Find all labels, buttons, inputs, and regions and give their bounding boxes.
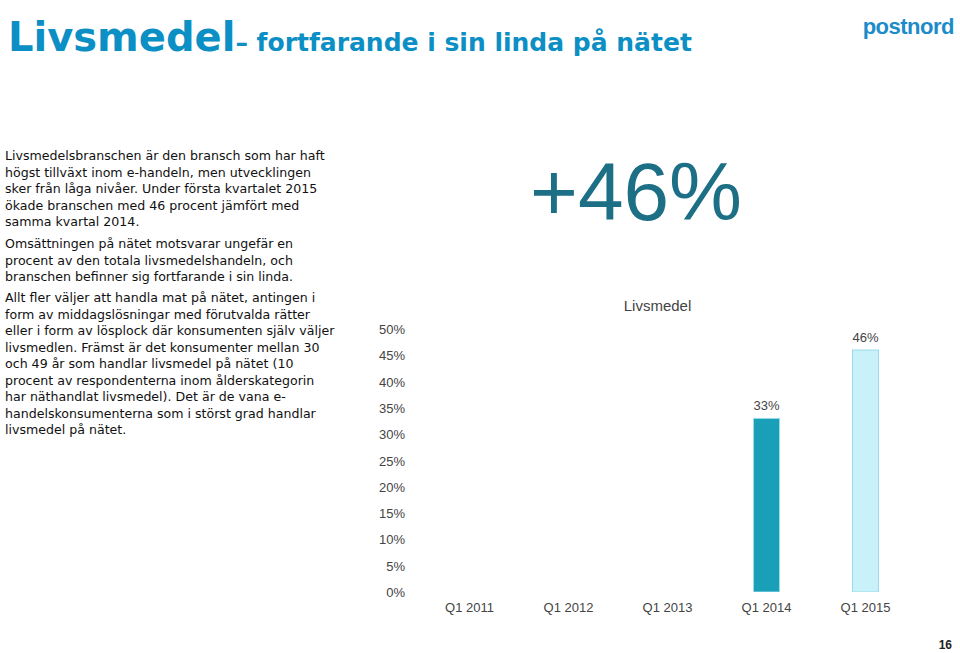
slide-title: Livsmedel– fortfarande i sin linda på nä… (8, 14, 692, 60)
x-tick-label: Q1 2011 (445, 600, 494, 615)
paragraph: Livsmedelsbranschen är den bransch som h… (5, 148, 335, 231)
bar (754, 418, 780, 592)
highlight-figure: +46% (530, 145, 742, 239)
page-number: 16 (939, 638, 952, 652)
bars (754, 350, 879, 592)
y-tick-label: 0% (386, 585, 405, 600)
paragraph: Omsättningen på nätet motsvarar ungefär … (5, 236, 335, 286)
bar (853, 350, 879, 592)
x-tick-label: Q1 2015 (841, 600, 891, 615)
y-tick-label: 20% (379, 480, 405, 495)
y-tick-label: 40% (379, 375, 405, 390)
data-label: 33% (753, 398, 779, 413)
y-tick-label: 15% (379, 506, 405, 521)
slide: Livsmedel– fortfarande i sin linda på nä… (0, 0, 960, 653)
x-tick-label: Q1 2014 (742, 600, 792, 615)
y-tick-label: 30% (379, 427, 405, 442)
paragraph: Allt fler väljer att handla mat på nätet… (5, 290, 335, 439)
y-tick-label: 5% (386, 559, 405, 574)
chart: Livsmedel 0% 5% 10% 15% 20% 25% 30% 35% 40% 45% 50%… (0, 0, 960, 653)
y-tick-label: 10% (379, 532, 405, 547)
chart-title: Livsmedel (624, 297, 692, 314)
x-tick-label: Q1 2013 (643, 600, 693, 615)
data-label: 46% (852, 330, 878, 345)
y-tick-label: 45% (379, 348, 405, 363)
y-tick-label: 25% (379, 454, 405, 469)
y-tick-label: 50% (379, 322, 405, 337)
y-tick-label: 35% (379, 401, 405, 416)
logo: postnord (863, 14, 954, 40)
title-main: Livsmedel (8, 14, 235, 60)
title-sub: – fortfarande i sin linda på nätet (235, 28, 691, 57)
x-tick-label: Q1 2012 (544, 600, 594, 615)
